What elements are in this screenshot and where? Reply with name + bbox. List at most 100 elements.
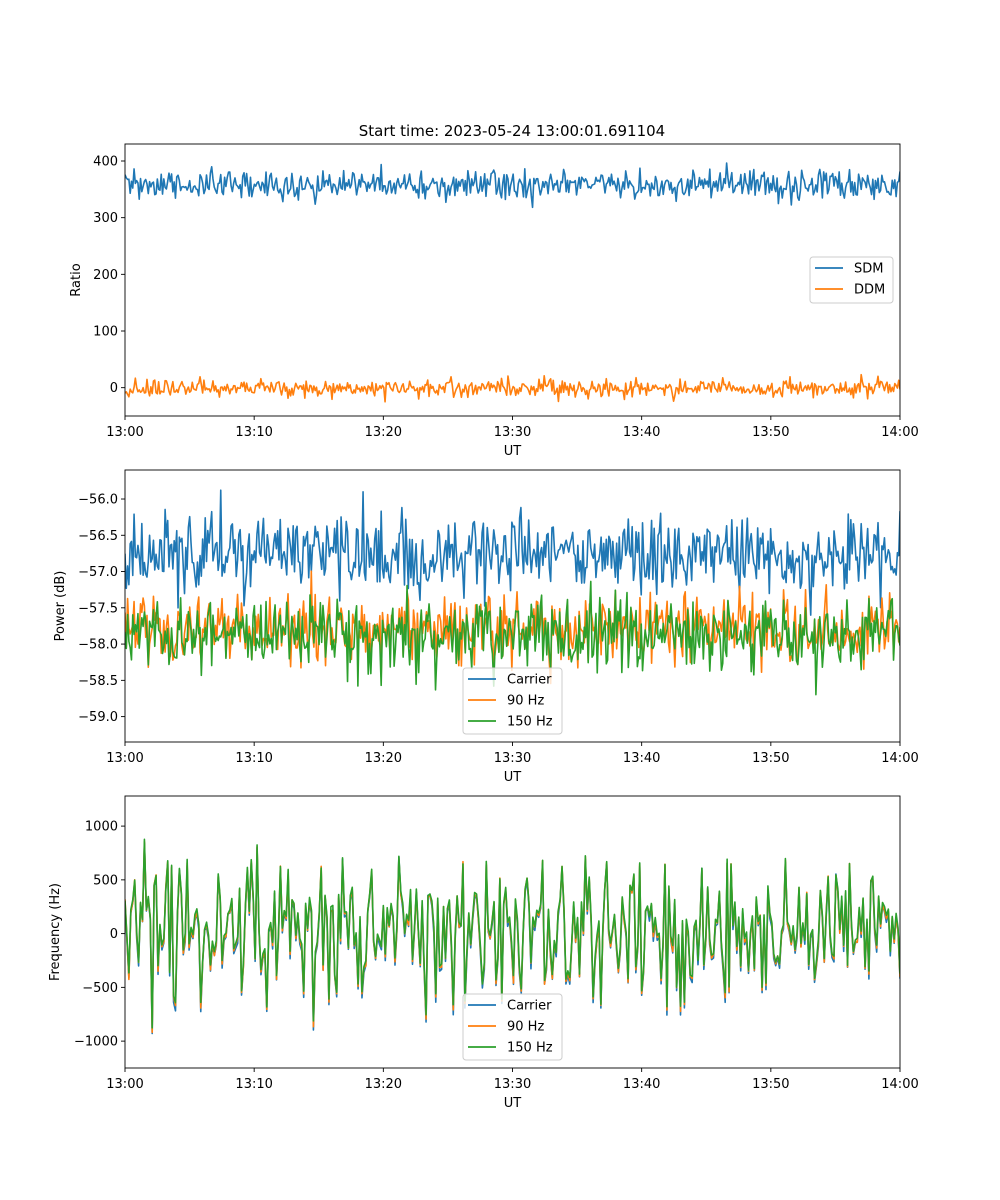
y-tick: −1000 — [74, 1035, 125, 1050]
legend: Carrier 90 Hz 150 Hz — [462, 667, 563, 735]
y-tick-label: −58.0 — [78, 638, 118, 653]
legend-label-ddm: DDM — [854, 283, 885, 298]
x-tick-label: 14:00 — [881, 1077, 918, 1092]
x-tick: 13:30 — [494, 1068, 531, 1092]
x-tick-label: 13:20 — [365, 1077, 402, 1092]
legend: Carrier 90 Hz 150 Hz — [462, 993, 563, 1061]
y-tick: 500 — [93, 873, 125, 888]
axes-frame — [124, 143, 901, 417]
legend-label-carrier: Carrier — [507, 999, 552, 1014]
y-tick: −57.0 — [78, 565, 125, 580]
plot-area — [125, 489, 900, 696]
x-tick-label: 13:50 — [752, 425, 789, 440]
y-tick: 300 — [93, 211, 125, 226]
y-tick: 1000 — [85, 820, 125, 835]
legend-label-90-hz: 90 Hz — [507, 694, 544, 709]
chart-panel-2: 13:00 13:10 13:20 13:30 13:40 13:50 14:00 −59.0… — [53, 469, 919, 785]
y-tick: 400 — [93, 155, 125, 170]
x-tick-label: 13:00 — [106, 425, 143, 440]
legend-label-sdm: SDM — [854, 262, 883, 277]
x-tick-label: 13:10 — [235, 1077, 272, 1092]
x-tick: 13:00 — [106, 742, 144, 766]
y-tick-label: 400 — [93, 155, 118, 170]
x-tick: 13:50 — [752, 416, 790, 440]
y-tick: 200 — [93, 268, 125, 283]
x-tick: 13:50 — [752, 1068, 790, 1092]
x-tick: 13:40 — [623, 1068, 660, 1092]
y-tick: 0 — [110, 381, 125, 396]
x-tick: 14:00 — [881, 416, 919, 440]
plot-area — [125, 838, 900, 1035]
x-tick: 13:10 — [235, 416, 273, 440]
y-tick-label: 500 — [93, 873, 118, 888]
chart-panel-3: 13:00 13:10 13:20 13:30 13:40 13:50 14:00 −1000… — [48, 795, 919, 1111]
y-tick-label: 300 — [93, 211, 118, 226]
y-tick-label: 1000 — [85, 820, 118, 835]
y-tick-label: −58.5 — [78, 674, 118, 689]
x-tick: 14:00 — [881, 742, 919, 766]
y-tick: −58.0 — [78, 638, 125, 653]
series-line-150-hz — [125, 838, 900, 1029]
y-tick-label: −56.0 — [78, 493, 118, 508]
x-axis-label: UT — [504, 770, 522, 785]
x-tick: 13:10 — [235, 1068, 273, 1092]
y-tick-label: −57.5 — [78, 601, 118, 616]
x-tick-label: 13:30 — [494, 1077, 531, 1092]
y-tick-label: 200 — [93, 268, 118, 283]
x-tick: 14:00 — [881, 1068, 919, 1092]
chart-panels: 13:00 13:10 13:20 13:30 13:40 13:50 14:00 0 100 2… — [48, 143, 919, 1111]
y-tick: −56.0 — [78, 493, 125, 508]
y-tick-label: −56.5 — [78, 529, 118, 544]
x-tick-label: 13:00 — [106, 751, 143, 766]
x-tick-label: 14:00 — [881, 751, 918, 766]
legend-label-150-hz: 150 Hz — [507, 715, 553, 730]
x-tick: 13:20 — [365, 1068, 402, 1092]
y-tick: −56.5 — [78, 529, 125, 544]
y-tick: −500 — [82, 981, 125, 996]
x-tick-label: 13:40 — [623, 751, 660, 766]
x-tick-label: 13:20 — [365, 751, 402, 766]
y-tick: −57.5 — [78, 601, 125, 616]
series-line-carrier — [125, 489, 900, 616]
x-tick-label: 13:00 — [106, 1077, 143, 1092]
legend-label-90-hz: 90 Hz — [507, 1020, 544, 1035]
x-tick-label: 13:10 — [235, 751, 272, 766]
x-tick-label: 13:20 — [365, 425, 402, 440]
y-tick: −58.5 — [78, 674, 125, 689]
legend: SDM DDM — [809, 256, 894, 304]
x-tick: 13:50 — [752, 742, 790, 766]
y-axis-label: Power (dB) — [53, 571, 68, 642]
x-tick-label: 13:30 — [494, 425, 531, 440]
x-tick: 13:20 — [365, 742, 402, 766]
y-axis-label: Frequency (Hz) — [48, 883, 63, 981]
y-tick: −59.0 — [78, 710, 125, 725]
x-tick-label: 13:40 — [623, 425, 660, 440]
y-tick-label: 0 — [110, 381, 118, 396]
plot-area — [125, 162, 900, 403]
y-tick-label: −500 — [82, 981, 118, 996]
y-tick-label: −59.0 — [78, 710, 118, 725]
x-axis-label: UT — [504, 444, 522, 459]
y-tick-label: 100 — [93, 325, 118, 340]
legend-label-carrier: Carrier — [507, 673, 552, 688]
x-tick-label: 13:50 — [752, 751, 789, 766]
x-tick: 13:00 — [106, 416, 144, 440]
x-tick: 13:10 — [235, 742, 273, 766]
x-tick-label: 13:50 — [752, 1077, 789, 1092]
series-line-ddm — [125, 373, 900, 403]
figure-title: Start time: 2023-05-24 13:00:01.691104 — [359, 122, 665, 140]
x-tick: 13:30 — [494, 742, 531, 766]
y-axis-label: Ratio — [69, 263, 84, 296]
y-tick: 0 — [110, 927, 125, 942]
x-tick-label: 14:00 — [881, 425, 918, 440]
x-tick: 13:40 — [623, 416, 660, 440]
series-line-150-hz — [125, 580, 900, 696]
x-tick-label: 13:10 — [235, 425, 272, 440]
x-tick-label: 13:30 — [494, 751, 531, 766]
legend-label-150-hz: 150 Hz — [507, 1041, 553, 1056]
x-tick: 13:00 — [106, 1068, 144, 1092]
x-axis-label: UT — [504, 1096, 522, 1111]
chart-panel-1: 13:00 13:10 13:20 13:30 13:40 13:50 14:00 0 100 2… — [69, 143, 919, 459]
x-tick: 13:20 — [365, 416, 402, 440]
